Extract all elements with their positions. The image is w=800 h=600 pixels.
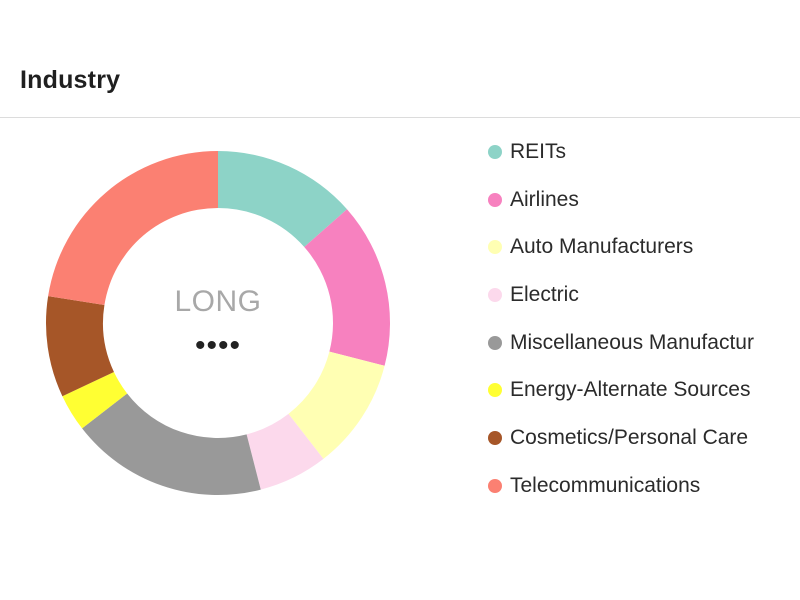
page-title: Industry	[20, 66, 121, 94]
legend-swatch	[488, 240, 502, 255]
legend-item[interactable]: Telecommunications	[488, 462, 800, 510]
legend-item[interactable]: Cosmetics/Personal Care	[488, 414, 800, 462]
legend-swatch	[488, 335, 502, 350]
legend-label: Telecommunications	[510, 473, 701, 497]
donut-chart: LONG ••••	[40, 145, 400, 505]
chart-center-label: LONG	[174, 285, 262, 318]
legend-label: Miscellaneous Manufactur	[510, 330, 754, 354]
legend-swatch	[488, 383, 502, 398]
chart-legend: REITs Airlines Auto Manufacturers Electric M…	[488, 128, 800, 510]
chart-center-value: ••••	[194, 329, 241, 362]
legend-item[interactable]: Auto Manufacturers	[488, 223, 800, 271]
legend-item[interactable]: REITs	[488, 128, 800, 176]
legend-label: Cosmetics/Personal Care	[510, 425, 749, 449]
legend-item[interactable]: Electric	[488, 271, 800, 319]
legend-label: Electric	[510, 282, 579, 306]
donut-slice-2[interactable]	[304, 209, 390, 366]
donut-slice-4[interactable]	[246, 413, 324, 490]
legend-item[interactable]: Airlines	[488, 176, 800, 224]
donut-slice-7[interactable]	[46, 296, 114, 397]
header-divider	[0, 117, 800, 118]
legend-item[interactable]: Energy-Alternate Sources	[488, 366, 800, 414]
donut-slice-5[interactable]	[82, 393, 261, 495]
donut-slice-3[interactable]	[288, 351, 385, 459]
legend-swatch	[488, 287, 502, 302]
legend-label: Airlines	[510, 187, 579, 211]
legend-label: REITs	[510, 139, 567, 163]
legend-label: Energy-Alternate Sources	[510, 378, 751, 402]
donut-slice-8[interactable]	[48, 151, 218, 306]
donut-chart-svg	[46, 151, 390, 495]
legend-swatch	[488, 192, 502, 207]
legend-item[interactable]: Miscellaneous Manufactur	[488, 319, 800, 367]
donut-slice-1[interactable]	[218, 151, 348, 247]
legend-swatch	[488, 144, 502, 159]
legend-label: Auto Manufacturers	[510, 235, 694, 259]
legend-swatch	[488, 430, 502, 445]
legend-swatch	[488, 478, 502, 493]
donut-slice-6[interactable]	[62, 371, 128, 429]
